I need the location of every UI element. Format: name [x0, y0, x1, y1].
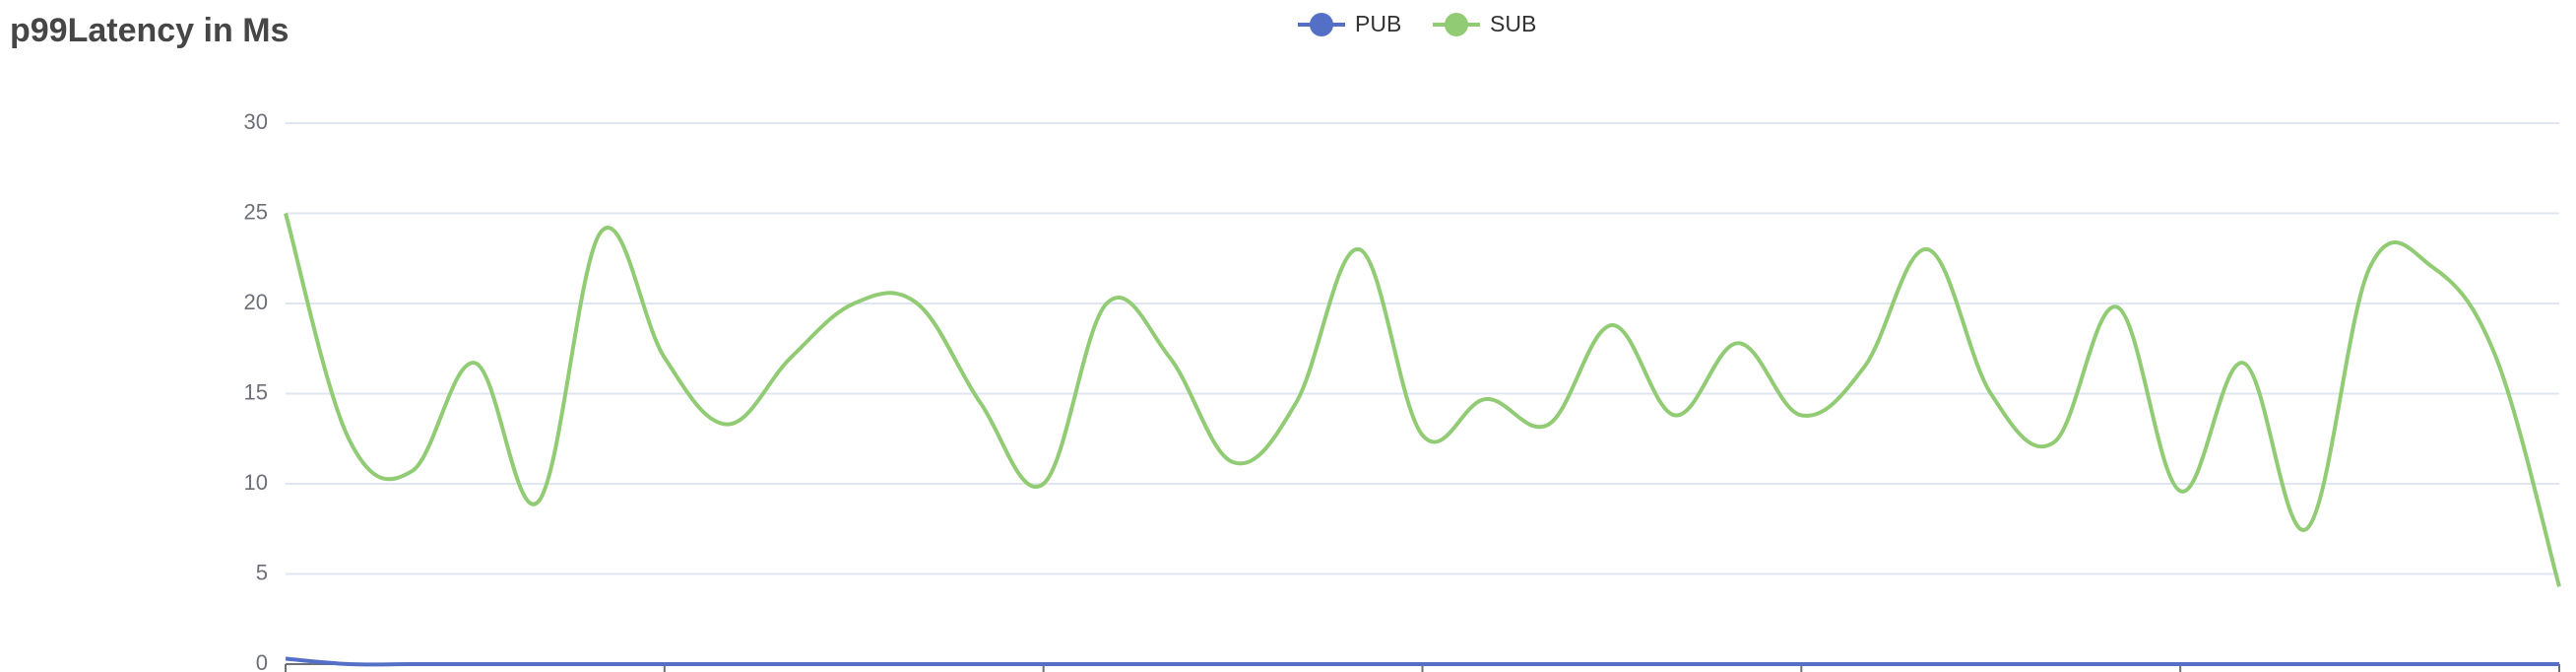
- y-tick-label: 10: [244, 470, 268, 495]
- series-line: [285, 656, 2559, 667]
- y-tick-label: 0: [256, 650, 268, 672]
- y-tick-label: 20: [244, 290, 268, 314]
- chart-title: p99Latency in Ms: [10, 12, 289, 49]
- y-tick-label: 25: [244, 199, 268, 224]
- y-tick-label: 30: [244, 109, 268, 134]
- legend-marker: [1310, 13, 1333, 36]
- series-line: [284, 212, 2561, 587]
- y-tick-label: 5: [256, 560, 268, 584]
- legend-label: SUB: [1490, 11, 1536, 36]
- y-tick-label: 15: [244, 379, 268, 404]
- legend-marker: [1445, 13, 1468, 36]
- legend-label: PUB: [1355, 11, 1401, 36]
